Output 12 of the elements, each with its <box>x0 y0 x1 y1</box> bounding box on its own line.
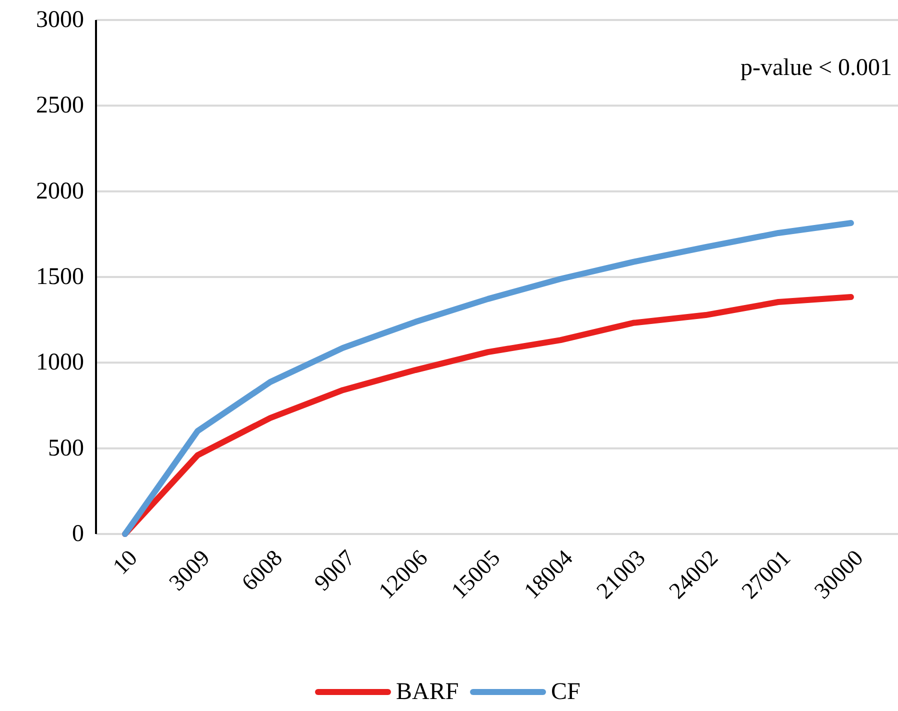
y-tick-label: 0 <box>72 521 84 547</box>
legend-label: BARF <box>396 679 459 705</box>
y-tick-label: 3000 <box>36 7 84 33</box>
y-tick-label: 2500 <box>36 92 84 119</box>
annotation: p-value < 0.001 <box>740 55 892 81</box>
y-tick-label: 1500 <box>36 264 84 290</box>
legend-label: CF <box>551 679 580 705</box>
x-tick-label: 6008 <box>236 545 288 596</box>
y-tick-label: 1000 <box>36 350 84 376</box>
x-tick-label: 10 <box>108 545 142 580</box>
y-tick-label: 500 <box>48 435 84 462</box>
y-tick-label: 2000 <box>36 178 84 204</box>
